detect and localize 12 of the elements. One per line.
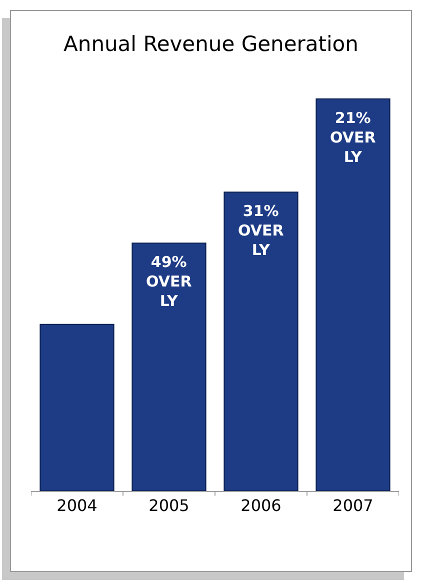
x-tick-label: 2007 xyxy=(332,496,374,516)
bar xyxy=(40,324,114,491)
x-tick-label: 2005 xyxy=(148,496,190,516)
bar xyxy=(316,98,390,491)
annotation: 21% OVER LY xyxy=(330,109,376,166)
annotation: 31% OVER LY xyxy=(238,202,284,259)
x-tick-label: 2006 xyxy=(240,496,282,516)
bar xyxy=(132,242,206,491)
annotation: 49% OVER LY xyxy=(146,253,192,310)
x-tick-label: 2004 xyxy=(56,496,98,516)
chart-title: Annual Revenue Generation xyxy=(64,32,358,56)
bar xyxy=(224,192,298,491)
